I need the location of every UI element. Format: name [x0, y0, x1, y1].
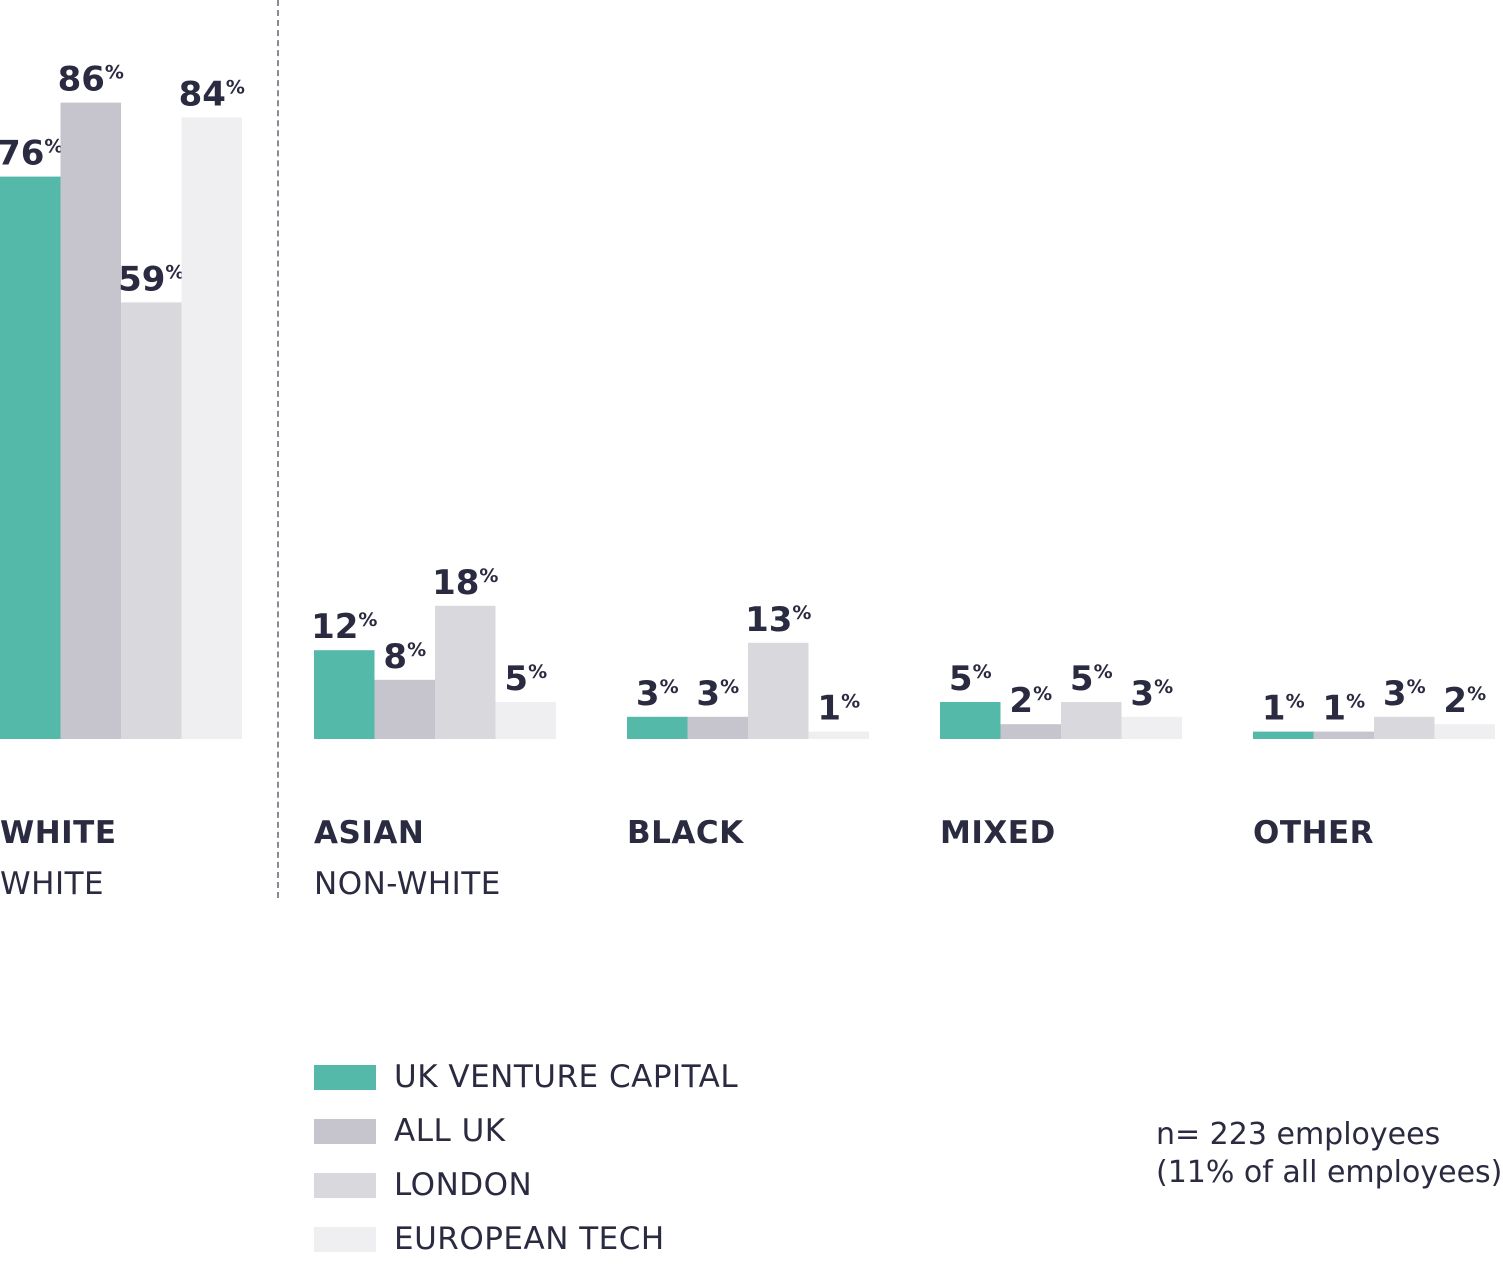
data-label-other-london: 3%	[1383, 674, 1426, 714]
bar-white-london	[121, 302, 182, 739]
bar-asian-london	[435, 605, 496, 739]
legend-label: UK VENTURE CAPITAL	[394, 1059, 739, 1095]
group-label-non-white: NON-WHITE	[314, 866, 501, 902]
bar-white-all-uk	[60, 102, 121, 740]
data-label-black-london: 13%	[745, 600, 811, 640]
legend-item-all-uk: ALL UK	[314, 1104, 738, 1158]
legend-swatch	[314, 1172, 376, 1198]
legend-swatch	[314, 1118, 376, 1144]
bar-mixed-london	[1061, 702, 1122, 739]
group-label-white: WHITE	[0, 866, 105, 902]
bar-chart: 76%86%59%84%12%8%18%5%3% 3%13%1%5%2% 5%3%1…	[0, 60, 1495, 740]
legend-label: EUROPEAN TECH	[394, 1221, 665, 1257]
legend-label: LONDON	[394, 1167, 533, 1203]
legend: UK VENTURE CAPITAL ALL UK LONDON EUROPEA…	[314, 1050, 738, 1266]
category-label-black: BLACK	[627, 815, 744, 851]
bar-black-uk-venture-capital	[627, 716, 688, 739]
data-label-mixed-european-tech: 3%	[1130, 674, 1173, 714]
data-label-asian-london: 18%	[432, 563, 498, 603]
bar-asian-uk-venture-capital	[314, 650, 375, 739]
note-line-1: n= 223 employees	[1156, 1117, 1441, 1152]
sample-size-note: n= 223 employees (11% of all employees)	[1156, 1116, 1502, 1192]
data-label-black-european-tech: 1%	[817, 689, 860, 729]
data-label-mixed-london: 5%	[1070, 659, 1113, 699]
note-line-2: (11% of all employees)	[1156, 1155, 1503, 1190]
data-label-white-european-tech: 84%	[179, 74, 245, 114]
category-label-other: OTHER	[1253, 815, 1374, 851]
category-label-mixed: MIXED	[940, 815, 1056, 851]
data-label-asian-all-uk: 8%	[383, 637, 426, 677]
category-label-asian: ASIAN	[314, 815, 425, 851]
data-label-black-uk-venture-capital: 3%	[636, 674, 679, 714]
legend-label: ALL UK	[394, 1113, 506, 1149]
bar-white-european-tech	[181, 117, 242, 739]
bar-asian-european-tech	[495, 702, 556, 739]
bar-black-european-tech	[808, 731, 869, 739]
legend-item-european-tech: EUROPEAN TECH	[314, 1212, 738, 1266]
bar-black-london	[748, 642, 809, 739]
category-label-white: WHITE	[0, 815, 117, 851]
data-label-mixed-uk-venture-capital: 5%	[949, 659, 992, 699]
bar-other-uk-venture-capital	[1253, 731, 1314, 739]
data-label-white-london: 59%	[118, 259, 184, 299]
bar-black-all-uk	[687, 716, 748, 739]
legend-item-uk-venture-capital: UK VENTURE CAPITAL	[314, 1050, 738, 1104]
bar-asian-all-uk	[374, 679, 435, 739]
bar-other-european-tech	[1434, 724, 1495, 739]
bar-white-uk-venture-capital	[0, 176, 61, 740]
legend-swatch	[314, 1226, 376, 1252]
data-label-black-all-uk: 3%	[696, 674, 739, 714]
data-label-white-uk-venture-capital: 76%	[0, 134, 63, 174]
data-label-other-european-tech: 2%	[1443, 681, 1486, 721]
data-label-other-all-uk: 1%	[1322, 689, 1365, 729]
bar-mixed-european-tech	[1121, 716, 1182, 739]
bar-mixed-uk-venture-capital	[940, 702, 1001, 739]
data-label-mixed-all-uk: 2%	[1009, 681, 1052, 721]
legend-swatch	[314, 1064, 376, 1090]
bar-other-london	[1374, 716, 1435, 739]
data-label-asian-uk-venture-capital: 12%	[311, 607, 377, 647]
group-divider	[277, 0, 279, 898]
data-label-white-all-uk: 86%	[58, 60, 124, 100]
bar-mixed-all-uk	[1000, 724, 1061, 739]
data-label-other-uk-venture-capital: 1%	[1262, 689, 1305, 729]
bar-other-all-uk	[1313, 731, 1374, 739]
data-label-asian-european-tech: 5%	[504, 659, 547, 699]
legend-item-london: LONDON	[314, 1158, 738, 1212]
